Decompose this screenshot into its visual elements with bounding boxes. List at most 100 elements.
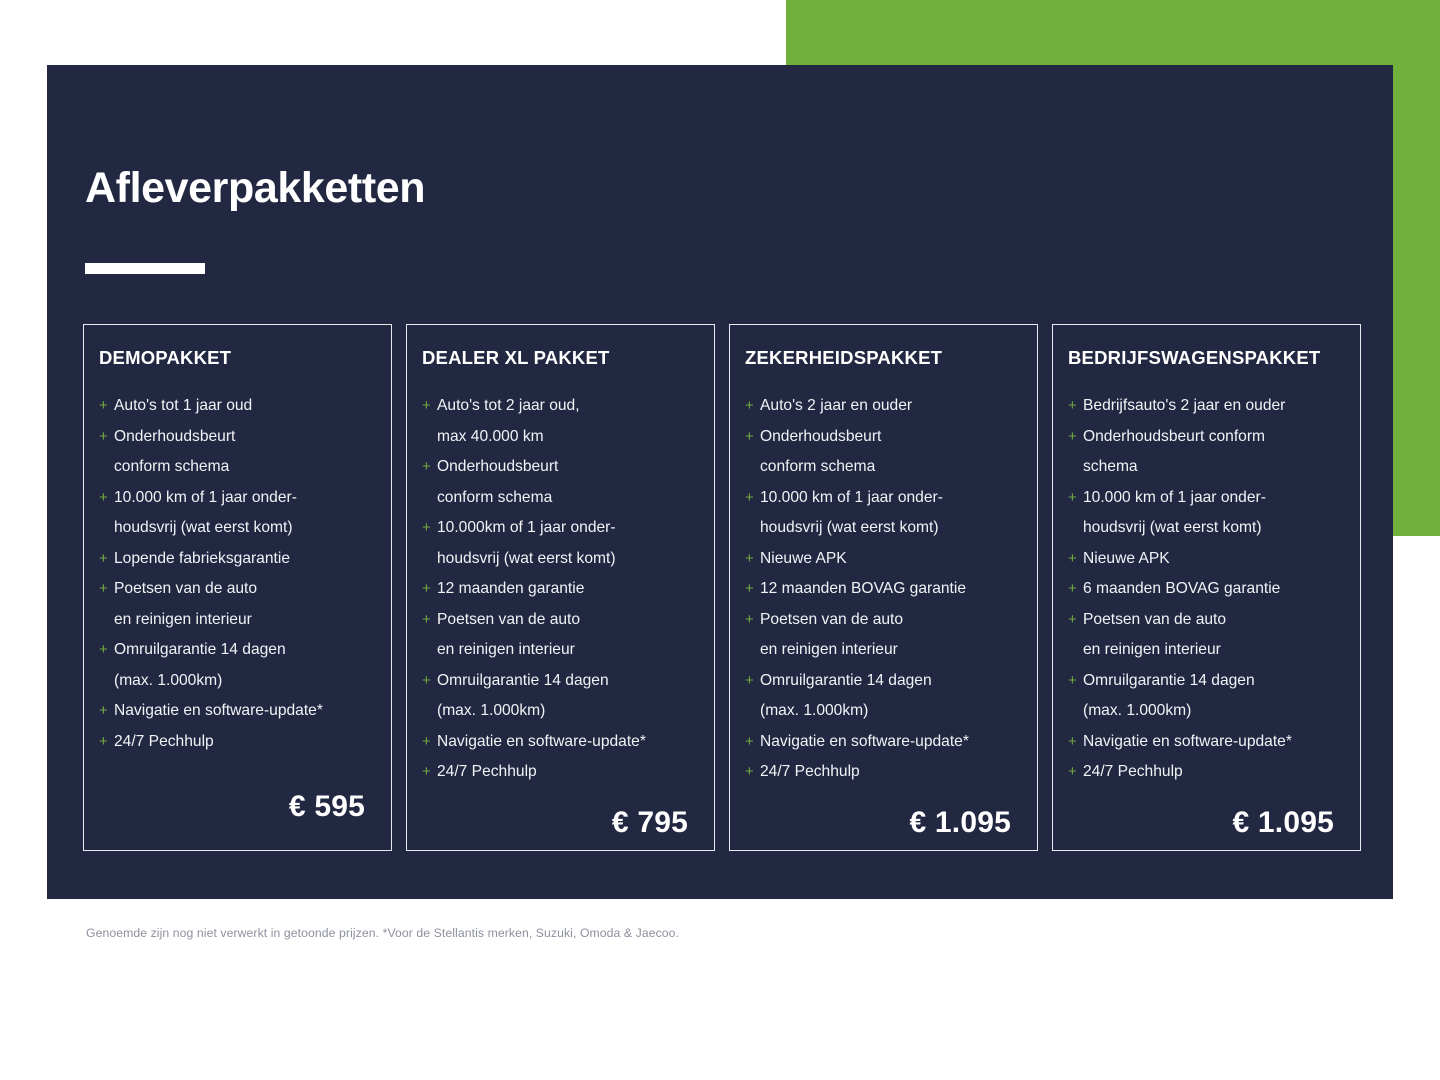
plus-icon: + — [422, 732, 431, 750]
package-feature-item: +24/7 Pechhulp — [1068, 757, 1342, 788]
package-feature-label: Omruilgarantie 14 dagen — [760, 671, 932, 689]
plus-icon: + — [99, 641, 108, 658]
package-feature-item: + Navigatie en software-update* — [745, 727, 1019, 758]
package-feature-item: +12 maanden garantie — [422, 574, 696, 605]
footnote-text: Genoemde zijn nog niet verwerkt in getoo… — [86, 926, 680, 940]
package-feature-list: + Bedrijfsauto's 2 jaar en ouder + Onderhou… — [1068, 391, 1342, 788]
package-feature-label: Navigatie en software-update* — [760, 732, 969, 750]
page-title: Afleverpakketten — [85, 164, 426, 212]
package-feature-label: Onderhoudsbeurt — [760, 427, 882, 445]
package-feature-item: +24/7 Pechhulp — [422, 757, 696, 788]
package-card[interactable]: ZEKERHEIDSPAKKET + Auto's 2 jaar en ouder +… — [729, 324, 1038, 851]
package-feature-label: en reinigen interieur — [114, 610, 252, 628]
plus-icon: + — [745, 610, 754, 628]
plus-icon: + — [1068, 763, 1077, 780]
plus-icon: + — [1068, 580, 1077, 597]
plus-icon: + — [99, 488, 108, 506]
package-feature-item-continuation: +(max. 1.000km) — [422, 696, 696, 727]
package-feature-label: (max. 1.000km) — [437, 702, 546, 719]
package-card[interactable]: BEDRIJFSWAGENSPAKKET + Bedrijfsauto's 2 ja… — [1052, 324, 1361, 851]
package-feature-label: max 40.000 km — [437, 427, 544, 445]
package-feature-item: +10.000 km of 1 jaar onder- — [99, 483, 373, 514]
package-feature-label: en reinigen interieur — [1083, 641, 1221, 658]
package-card-list: DEMOPAKKET + Auto's tot 1 jaar oud + Onderho… — [83, 324, 1361, 851]
package-feature-item: + Auto's tot 2 jaar oud, — [422, 391, 696, 422]
package-feature-label: houdsvrij (wat eerst komt) — [114, 519, 293, 536]
plus-icon: + — [99, 549, 108, 567]
package-feature-label: Poetsen van de auto — [437, 610, 581, 628]
package-feature-label: 10.000 km of 1 jaar onder- — [1083, 488, 1266, 506]
plus-icon: + — [745, 763, 754, 780]
package-feature-label: conform schema — [760, 458, 876, 475]
plus-icon: + — [745, 549, 754, 567]
package-feature-item-continuation: +(max. 1.000km) — [745, 696, 1019, 727]
package-feature-label: 12 maanden garantie — [437, 580, 585, 597]
package-feature-label: Auto's 2 jaar en ouder — [760, 397, 913, 414]
package-feature-item: + Poetsen van de auto — [745, 605, 1019, 636]
package-feature-label: Omruilgarantie 14 dagen — [437, 671, 609, 689]
package-feature-item: + Poetsen van de auto — [99, 574, 373, 605]
plus-icon: + — [422, 610, 431, 628]
package-feature-item-continuation: +schema — [1068, 452, 1342, 483]
package-feature-list: +Auto's tot 2 jaar oud,+max 40.000 km+On… — [422, 391, 696, 788]
package-card[interactable]: DEMOPAKKET + Auto's tot 1 jaar oud + Onderho… — [83, 324, 392, 851]
plus-icon: + — [422, 397, 431, 414]
plus-icon: + — [422, 671, 431, 689]
package-feature-label: Navigatie en software-update* — [1083, 732, 1292, 750]
package-feature-label: en reinigen interieur — [760, 641, 898, 658]
package-feature-item: +10.000 km of 1 jaar onder- — [745, 483, 1019, 514]
package-feature-item: + Onderhoudsbeurt conform — [1068, 422, 1342, 453]
package-feature-item: +6 maanden BOVAG garantie — [1068, 574, 1342, 605]
package-feature-item-continuation: +en reinigen interieur — [745, 635, 1019, 666]
package-card-title: DEMOPAKKET — [99, 347, 232, 368]
packages-panel: Afleverpakketten DEMOPAKKET + Auto's tot 1… — [47, 65, 1393, 899]
package-feature-item-continuation: +en reinigen interieur — [422, 635, 696, 666]
package-price: € 595 — [288, 790, 365, 823]
package-feature-label: 24/7 Pechhulp — [437, 763, 537, 780]
package-feature-item: + Omruilgarantie 14 dagen — [745, 666, 1019, 697]
package-feature-item: + Bedrijfsauto's 2 jaar en ouder — [1068, 391, 1342, 422]
plus-icon: + — [99, 397, 108, 414]
package-feature-item: + Poetsen van de auto — [422, 605, 696, 636]
package-feature-label: 10.000 km of 1 jaar onder- — [760, 488, 943, 506]
plus-icon: + — [1068, 732, 1077, 750]
package-feature-item-continuation: +max 40.000 km — [422, 422, 696, 453]
plus-icon: + — [99, 702, 108, 719]
title-underline-rule — [85, 263, 205, 274]
package-feature-item: +24/7 Pechhulp — [745, 757, 1019, 788]
package-feature-item-continuation: +(max. 1.000km) — [1068, 696, 1342, 727]
package-feature-label: houdsvrij (wat eerst komt) — [1083, 519, 1262, 536]
package-feature-item: + Onderhoudsbeurt — [99, 422, 373, 453]
package-feature-item-continuation: +en reinigen interieur — [99, 605, 373, 636]
package-feature-item: + Poetsen van de auto — [1068, 605, 1342, 636]
package-feature-item: + Nieuwe APK — [745, 544, 1019, 575]
package-feature-label: Auto's tot 1 jaar oud — [114, 397, 253, 414]
package-feature-item: + Navigatie en software-update* — [422, 727, 696, 758]
package-feature-label: Lopende fabrieksgarantie — [114, 549, 290, 567]
plus-icon: + — [422, 458, 431, 475]
package-card[interactable]: DEALER XL PAKKET+Auto's tot 2 jaar oud,+… — [406, 324, 715, 851]
package-feature-item-continuation: +houdsvrij (wat eerst komt) — [99, 513, 373, 544]
package-price: € 1.095 — [1232, 805, 1334, 839]
package-feature-item: +12 maanden BOVAG garantie — [745, 574, 1019, 605]
package-feature-label: Omruilgarantie 14 dagen — [114, 641, 286, 658]
package-feature-label: Omruilgarantie 14 dagen — [1083, 671, 1255, 689]
package-feature-label: Nieuwe APK — [760, 549, 847, 567]
package-feature-item: + Onderhoudsbeurt — [745, 422, 1019, 453]
plus-icon: + — [422, 580, 431, 597]
plus-icon: + — [99, 732, 108, 750]
package-feature-item-continuation: +conform schema — [745, 452, 1019, 483]
package-feature-item: + Navigatie en software-update* — [99, 696, 373, 727]
package-feature-item-continuation: +en reinigen interieur — [1068, 635, 1342, 666]
package-feature-label: (max. 1.000km) — [1083, 702, 1192, 719]
plus-icon: + — [1068, 671, 1077, 689]
package-feature-item: + Omruilgarantie 14 dagen — [1068, 666, 1342, 697]
package-feature-label: houdsvrij (wat eerst komt) — [437, 549, 616, 567]
package-feature-label: Onderhoudsbeurt — [114, 427, 236, 445]
plus-icon: + — [422, 519, 431, 536]
plus-icon: + — [422, 763, 431, 780]
package-feature-item: + Onderhoudsbeurt — [422, 452, 696, 483]
package-feature-label: 12 maanden BOVAG garantie — [760, 580, 967, 597]
packages-panel-inner: Afleverpakketten DEMOPAKKET + Auto's tot 1… — [47, 65, 1393, 899]
package-price: € 795 — [611, 805, 688, 839]
